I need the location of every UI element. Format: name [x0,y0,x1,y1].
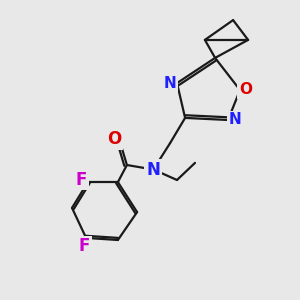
Text: O: O [107,130,122,148]
Text: N: N [164,76,177,91]
Text: F: F [79,237,90,255]
Text: N: N [228,112,241,128]
Text: F: F [76,171,87,189]
Text: N: N [146,161,160,179]
Text: O: O [239,82,252,98]
